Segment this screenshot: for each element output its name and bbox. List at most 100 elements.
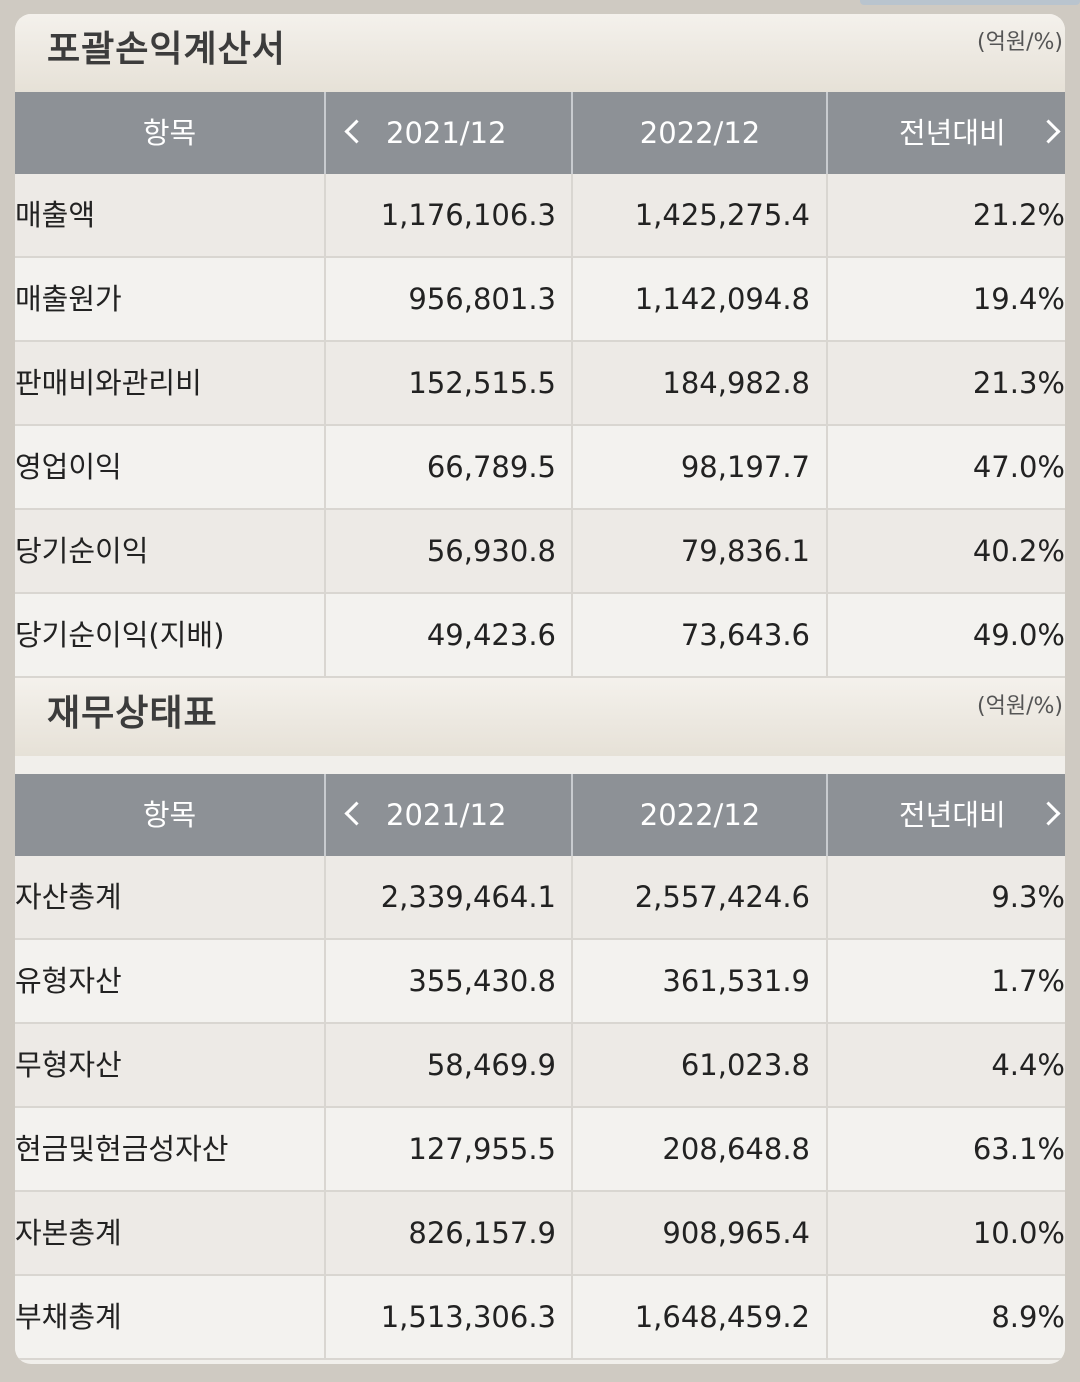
income-statement-title: 포괄손익계산서 — [47, 29, 286, 70]
column-divider — [571, 940, 573, 1024]
value-2021: 1,513,306.3 — [380, 1300, 556, 1334]
value-2021: 66,789.5 — [426, 450, 556, 484]
row-label: 유형자산 — [15, 964, 122, 998]
table-row[interactable]: 무형자산 58,469.9 61,023.8 4.4% — [15, 1024, 1065, 1108]
value-2022: 73,643.6 — [680, 618, 810, 652]
row-label: 자산총계 — [15, 880, 122, 914]
row-label: 영업이익 — [15, 450, 122, 484]
value-2021: 1,176,106.3 — [380, 198, 556, 232]
value-yoy: 21.3% — [972, 366, 1065, 400]
column-divider — [571, 510, 573, 594]
value-yoy: 19.4% — [972, 282, 1065, 316]
value-yoy: 4.4% — [991, 1048, 1065, 1082]
value-yoy: 9.3% — [991, 880, 1065, 914]
column-divider — [826, 1108, 828, 1192]
column-divider — [324, 1024, 326, 1108]
column-divider — [571, 258, 573, 342]
column-divider — [826, 594, 828, 678]
row-label: 현금및현금성자산 — [15, 1132, 229, 1166]
column-divider — [826, 342, 828, 426]
value-2022: 79,836.1 — [680, 534, 810, 568]
value-2022: 1,142,094.8 — [634, 282, 810, 316]
value-2022: 184,982.8 — [662, 366, 810, 400]
value-yoy: 8.9% — [991, 1300, 1065, 1334]
column-divider — [826, 174, 828, 258]
column-divider — [324, 174, 326, 258]
chevron-left-icon[interactable] — [344, 801, 369, 826]
column-divider — [826, 940, 828, 1024]
column-divider — [571, 174, 573, 258]
column-divider — [324, 342, 326, 426]
value-2022: 208,648.8 — [662, 1132, 810, 1166]
table-row[interactable]: 당기순이익(지배) 49,423.6 73,643.6 49.0% — [15, 594, 1065, 678]
value-yoy: 63.1% — [972, 1132, 1065, 1166]
column-header-2021-label: 2021/12 — [386, 798, 507, 832]
column-divider — [571, 342, 573, 426]
value-2021: 58,469.9 — [426, 1048, 556, 1082]
row-label: 매출액 — [15, 198, 96, 232]
row-label: 매출원가 — [15, 282, 122, 316]
table-row[interactable]: 자본총계 826,157.9 908,965.4 10.0% — [15, 1192, 1065, 1276]
value-yoy: 49.0% — [972, 618, 1065, 652]
column-divider — [571, 426, 573, 510]
column-divider — [324, 510, 326, 594]
column-header-item: 항목 — [142, 116, 197, 150]
column-header-yoy: 전년대비 — [829, 774, 1065, 856]
balance-sheet-unit: (억원/%) — [977, 694, 1063, 719]
column-divider — [571, 594, 573, 678]
value-2022: 361,531.9 — [662, 964, 810, 998]
balance-sheet-header: 재무상태표 (억원/%) — [15, 678, 1065, 756]
column-header-2022: 2022/12 — [639, 798, 761, 832]
table-row[interactable]: 부채총계 1,513,306.3 1,648,459.2 8.9% — [15, 1276, 1065, 1360]
table-row[interactable]: 당기순이익 56,930.8 79,836.1 40.2% — [15, 510, 1065, 594]
value-2022: 98,197.7 — [680, 450, 810, 484]
value-2021: 826,157.9 — [408, 1216, 556, 1250]
row-label: 당기순이익 — [15, 534, 149, 568]
income-statement-unit: (억원/%) — [977, 30, 1063, 55]
header-divider — [324, 774, 326, 856]
value-yoy: 40.2% — [972, 534, 1065, 568]
chevron-left-icon[interactable] — [344, 119, 369, 144]
column-divider — [826, 856, 828, 940]
table-row[interactable]: 유형자산 355,430.8 361,531.9 1.7% — [15, 940, 1065, 1024]
income-statement-table-header: 항목 2021/12 2022/12 전년대비 — [15, 92, 1065, 176]
table-row[interactable]: 자산총계 2,339,464.1 2,557,424.6 9.3% — [15, 856, 1065, 940]
column-header-yoy-label: 전년대비 — [899, 798, 1006, 832]
balance-sheet-table-header: 항목 2021/12 2022/12 전년대비 — [15, 774, 1065, 858]
column-divider — [571, 856, 573, 940]
chevron-right-icon[interactable] — [1036, 801, 1061, 826]
column-header-yoy: 전년대비 — [829, 92, 1065, 174]
row-label: 자본총계 — [15, 1216, 122, 1250]
column-divider — [826, 1276, 828, 1360]
column-header-2021: 2021/12 — [326, 92, 571, 174]
row-label: 당기순이익(지배) — [15, 618, 225, 652]
column-divider — [571, 1192, 573, 1276]
scroll-hint — [860, 0, 1080, 5]
value-yoy: 10.0% — [972, 1216, 1065, 1250]
column-header-yoy-label: 전년대비 — [899, 116, 1006, 150]
column-divider — [571, 1024, 573, 1108]
value-2021: 956,801.3 — [408, 282, 556, 316]
column-header-2021-label: 2021/12 — [386, 116, 507, 150]
value-2021: 355,430.8 — [408, 964, 556, 998]
row-label: 무형자산 — [15, 1048, 122, 1082]
table-row[interactable]: 매출원가 956,801.3 1,142,094.8 19.4% — [15, 258, 1065, 342]
table-row[interactable]: 영업이익 66,789.5 98,197.7 47.0% — [15, 426, 1065, 510]
column-divider — [324, 258, 326, 342]
value-2022: 1,648,459.2 — [634, 1300, 810, 1334]
balance-sheet-title: 재무상태표 — [47, 693, 218, 734]
column-divider — [324, 426, 326, 510]
value-2021: 127,955.5 — [408, 1132, 556, 1166]
column-divider — [826, 510, 828, 594]
value-2021: 56,930.8 — [426, 534, 556, 568]
header-divider — [571, 774, 573, 856]
header-divider — [571, 92, 573, 174]
table-row[interactable]: 매출액 1,176,106.3 1,425,275.4 21.2% — [15, 174, 1065, 258]
column-divider — [324, 940, 326, 1024]
column-divider — [826, 1024, 828, 1108]
chevron-right-icon[interactable] — [1036, 119, 1061, 144]
table-row[interactable]: 현금및현금성자산 127,955.5 208,648.8 63.1% — [15, 1108, 1065, 1192]
table-row[interactable]: 판매비와관리비 152,515.5 184,982.8 21.3% — [15, 342, 1065, 426]
column-header-item: 항목 — [142, 798, 197, 832]
value-yoy: 1.7% — [991, 964, 1065, 998]
